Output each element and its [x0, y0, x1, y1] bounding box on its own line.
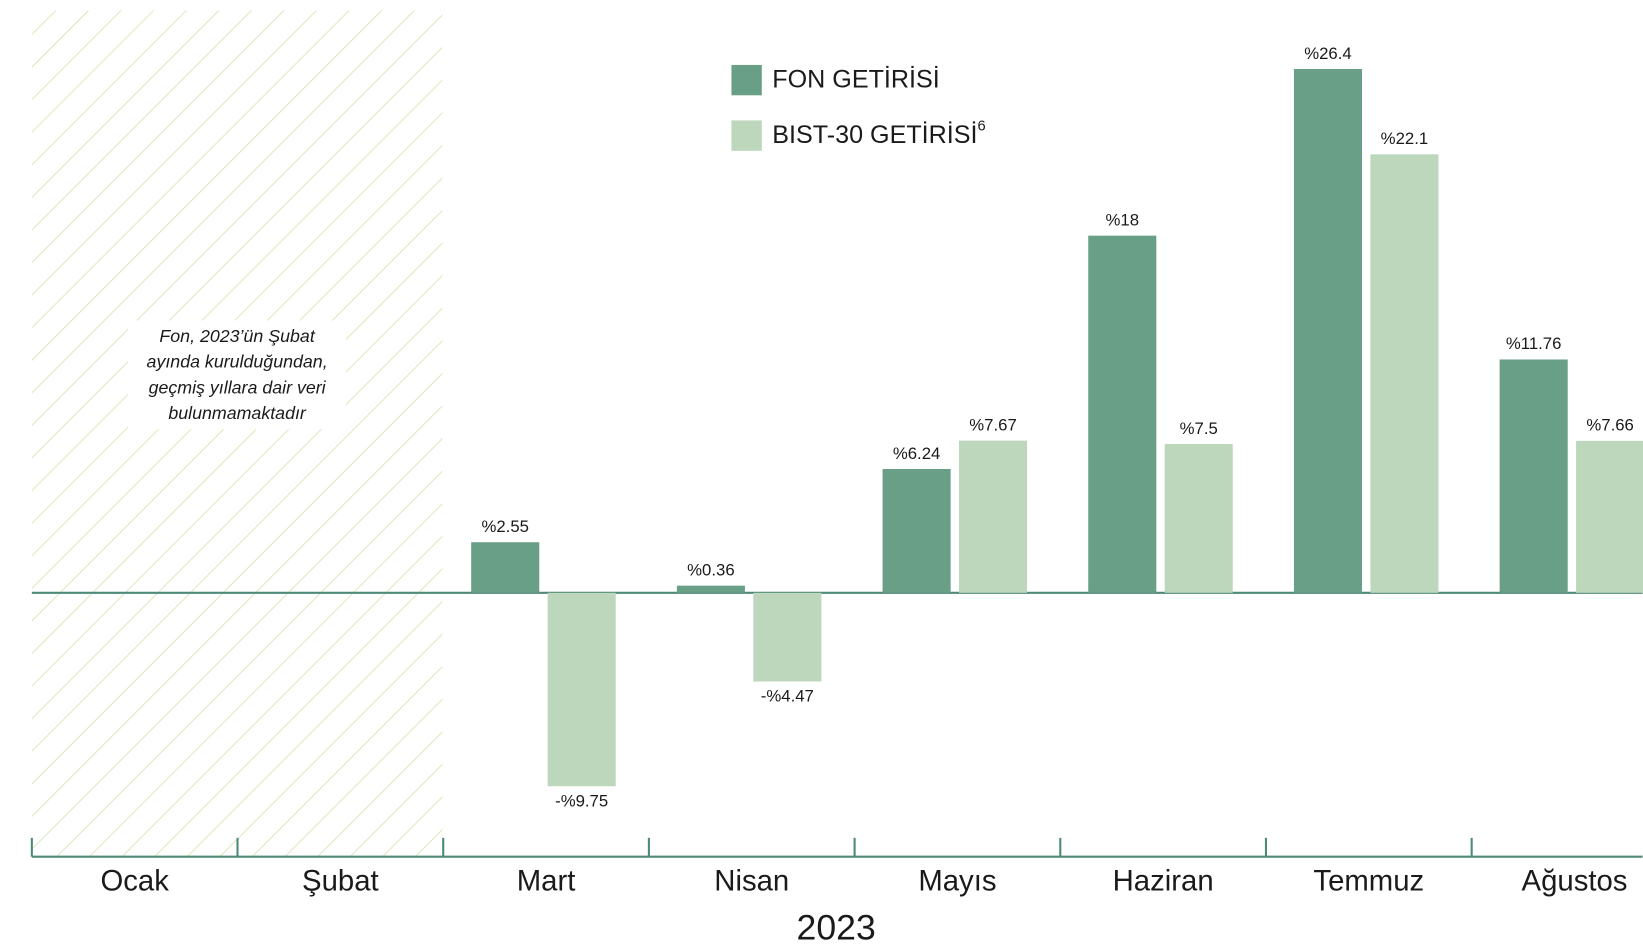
bar [547, 592, 616, 787]
value-label: %7.5 [1180, 419, 1218, 438]
annotation-box [128, 320, 347, 430]
bar [1164, 444, 1233, 593]
annotation-line: ayında kurulduğundan, [147, 352, 328, 372]
x-tick-label: Mart [517, 865, 576, 898]
bar [959, 440, 1028, 593]
x-axis-title: 2023 [797, 907, 876, 947]
value-label: -%9.75 [555, 791, 608, 810]
legend-name: BIST-30 GETİRİSİ [772, 120, 977, 149]
bar [1499, 359, 1568, 593]
bar [1370, 154, 1439, 593]
annotation: Fon, 2023’ün Şubat ayında kurulduğundan, g… [147, 326, 328, 423]
value-label: %18 [1106, 210, 1140, 229]
value-label: %26.4 [1304, 44, 1352, 63]
legend-swatch [731, 120, 762, 151]
x-tick-label: Nisan [714, 865, 789, 898]
x-tick-label: Ocak [100, 865, 169, 898]
value-label: %0.36 [687, 560, 735, 579]
legend-swatch [731, 64, 762, 96]
value-label: %6.24 [893, 444, 940, 463]
annotation-line: bulunmamaktadır [168, 403, 307, 423]
value-label: %7.67 [969, 415, 1016, 434]
value-label: -%4.47 [761, 687, 814, 706]
legend-label: BIST-30 GETİRİSİ6 [772, 119, 985, 149]
value-label: %11.76 [1506, 334, 1562, 353]
legend-note: 6 [978, 119, 986, 135]
bar [471, 542, 540, 593]
x-tick-label: Şubat [302, 865, 379, 898]
annotation-line: Fon, 2023’ün Şubat [159, 326, 315, 346]
bar [753, 592, 822, 682]
x-tick-label: Ağustos [1522, 865, 1628, 898]
value-label: %2.55 [481, 517, 529, 536]
legend-label: FON GETİRİSİ [772, 64, 940, 93]
value-label: %22.1 [1381, 129, 1429, 148]
bar [1576, 440, 1643, 593]
bar [676, 585, 745, 593]
x-tick-label: Temmuz [1313, 865, 1424, 898]
no-data-region [31, 10, 443, 857]
x-tick-label: Mayıs [918, 865, 996, 898]
x-tick-label: Haziran [1113, 865, 1214, 898]
bar [882, 469, 951, 593]
bar [1088, 235, 1157, 593]
bar [1293, 69, 1363, 593]
value-label: %7.66 [1586, 416, 1634, 435]
legend-name: FON GETİRİSİ [772, 64, 940, 93]
annotation-line: geçmiş yıllara dair veri [149, 377, 327, 397]
